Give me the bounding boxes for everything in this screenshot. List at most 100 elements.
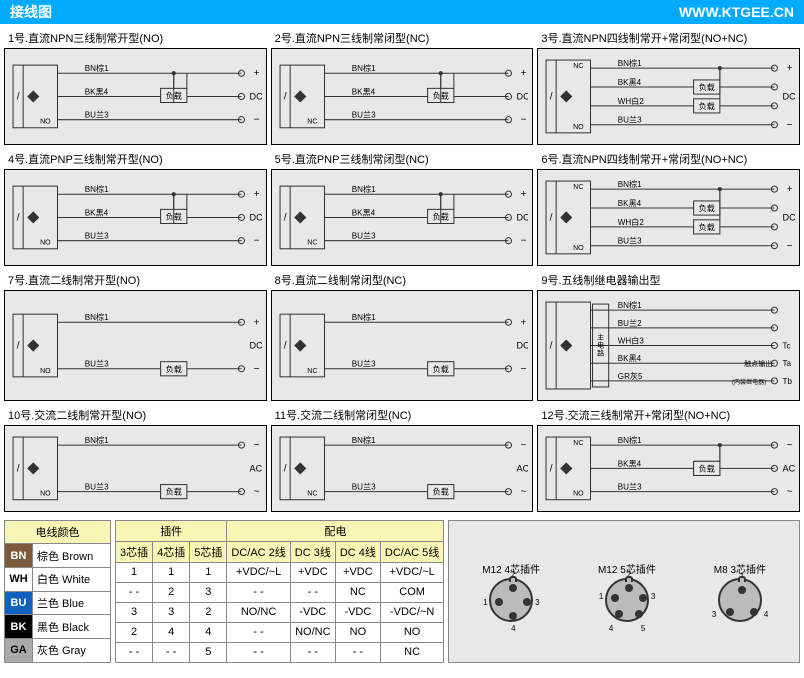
pin-subhead: DC/AC 5线 [380,541,443,562]
pin-cell: -VDC [335,602,380,622]
svg-text:WH白3: WH白3 [618,335,645,345]
svg-text:+: + [520,189,526,200]
pin-cell: NO [380,622,443,642]
svg-text:+: + [254,68,260,79]
svg-text:BN棕1: BN棕1 [618,435,642,445]
pin-cell: +VDC [335,562,380,582]
svg-text:BN棕1: BN棕1 [85,435,109,445]
svg-text:BN棕1: BN棕1 [85,184,109,194]
pin-cell: NO/NC [227,602,290,622]
diagram-grid: 1号.直流NPN三线制常开型(NO)/NOBN棕1BK黑4BU兰3+DC−负载2… [0,24,804,516]
svg-text:NC: NC [574,184,584,191]
svg-text:/: / [283,91,286,102]
svg-text:NC: NC [307,240,317,247]
pin-cell: +VDC/~L [380,562,443,582]
svg-text:/: / [283,463,286,474]
pin-cell: 3 [190,582,227,602]
svg-text:NO: NO [40,490,51,497]
svg-text:BU兰2: BU兰2 [618,318,642,328]
svg-text:−: − [787,241,793,252]
pin-subhead: 3芯插 [116,541,153,562]
svg-text:GR灰5: GR灰5 [618,371,643,381]
svg-text:/: / [550,340,553,351]
svg-text:DC: DC [250,212,262,222]
color-code: BK [5,615,33,639]
diagram-title: 11号.交流二线制常闭型(NC) [271,405,534,425]
svg-text:−: − [787,120,793,131]
connector-circle: 2134 [489,578,533,622]
svg-text:~: ~ [520,440,526,451]
diagram-cell: 6号.直流NPN四线制常开+常闭型(NO+NC)/NONCBN棕1BK黑4WH白… [537,149,800,266]
color-code: GA [5,638,33,662]
svg-text:NO: NO [573,124,584,131]
connector: M8 3芯插件134 [714,561,766,622]
svg-text:负载: 负载 [699,82,715,92]
pin-cell: 2 [190,602,227,622]
svg-text:DC: DC [516,340,528,350]
wiring-diagram: /BN棕1BU兰2WH白3BK黑4GR灰5TcTaTb主电路触点输出(内装继电器… [537,290,800,401]
svg-text:负载: 负载 [166,364,182,374]
connector: M12 5芯插件21345 [598,561,656,622]
svg-text:/: / [17,340,20,351]
pin-cell: - - [227,642,290,662]
svg-text:+: + [254,317,260,328]
header-title: 接线图 [10,2,52,22]
svg-text:+: + [254,189,260,200]
svg-text:BU兰3: BU兰3 [618,236,642,246]
svg-text:BN棕1: BN棕1 [351,63,375,73]
svg-text:BN棕1: BN棕1 [618,300,642,310]
svg-text:BK黑4: BK黑4 [618,459,642,468]
svg-text:/: / [550,91,553,102]
pin-subhead: DC 4线 [335,541,380,562]
pin-head-connector: 插件 [116,520,227,541]
svg-text:BN棕1: BN棕1 [618,58,642,68]
pin-row: - -23- -- -NCCOM [116,582,444,602]
svg-text:AC: AC [516,463,528,473]
pin-cell: +VDC [290,562,335,582]
color-row: GA灰色 Gray [5,638,111,662]
connector-circle: 134 [718,578,762,622]
svg-text:(内装继电器): (内装继电器) [732,378,766,386]
diagram-cell: 10号.交流二线制常开型(NO)/NOBN棕1BU兰3~AC~负载 [4,405,267,512]
pin-cell: 1 [190,562,227,582]
svg-text:DC: DC [250,91,262,101]
svg-text:BU兰3: BU兰3 [351,481,375,491]
header: 接线图 WWW.KTGEE.CN [0,0,804,24]
svg-text:/: / [550,212,553,223]
connector-diagrams: M12 4芯插件2134M12 5芯插件21345M8 3芯插件134 [448,520,800,663]
svg-text:BU兰3: BU兰3 [351,231,375,241]
svg-text:BU兰3: BU兰3 [351,110,375,120]
diagram-cell: 1号.直流NPN三线制常开型(NO)/NOBN棕1BK黑4BU兰3+DC−负载 [4,28,267,145]
svg-text:DC: DC [516,91,528,101]
svg-text:NC: NC [307,119,317,126]
svg-text:−: − [254,364,260,375]
wiring-diagram: /NOBN棕1BU兰3~AC~负载 [4,425,267,512]
svg-text:Ta: Ta [783,359,792,368]
svg-text:BN棕1: BN棕1 [85,63,109,73]
svg-text:负载: 负载 [699,203,715,213]
color-code: BU [5,591,33,615]
svg-text:AC: AC [783,463,795,473]
svg-text:/: / [17,212,20,223]
diagram-title: 12号.交流三线制常开+常闭型(NO+NC) [537,405,800,425]
svg-text:BN棕1: BN棕1 [351,312,375,322]
pin-cell: - - [290,582,335,602]
pin-subhead: 5芯插 [190,541,227,562]
svg-text:触点输出: 触点输出 [744,359,772,368]
wiring-diagram: /NCBN棕1BK黑4BU兰3+DC−负载 [271,169,534,266]
svg-text:−: − [254,115,260,126]
svg-text:负载: 负载 [166,486,182,496]
svg-text:NO: NO [573,245,584,252]
svg-text:/: / [283,212,286,223]
pin-cell: - - [153,642,190,662]
color-row: WH白色 White [5,567,111,591]
svg-text:~: ~ [787,486,793,497]
svg-text:路: 路 [597,348,604,357]
wiring-diagram: /NCBN棕1BK黑4BU兰3+DC−负载 [271,48,534,145]
pin-cell: NC [335,582,380,602]
diagram-title: 8号.直流二线制常闭型(NC) [271,270,534,290]
svg-text:DC: DC [516,212,528,222]
svg-text:NO: NO [40,240,51,247]
pin-cell: NO/NC [290,622,335,642]
pin-cell: NO [335,622,380,642]
